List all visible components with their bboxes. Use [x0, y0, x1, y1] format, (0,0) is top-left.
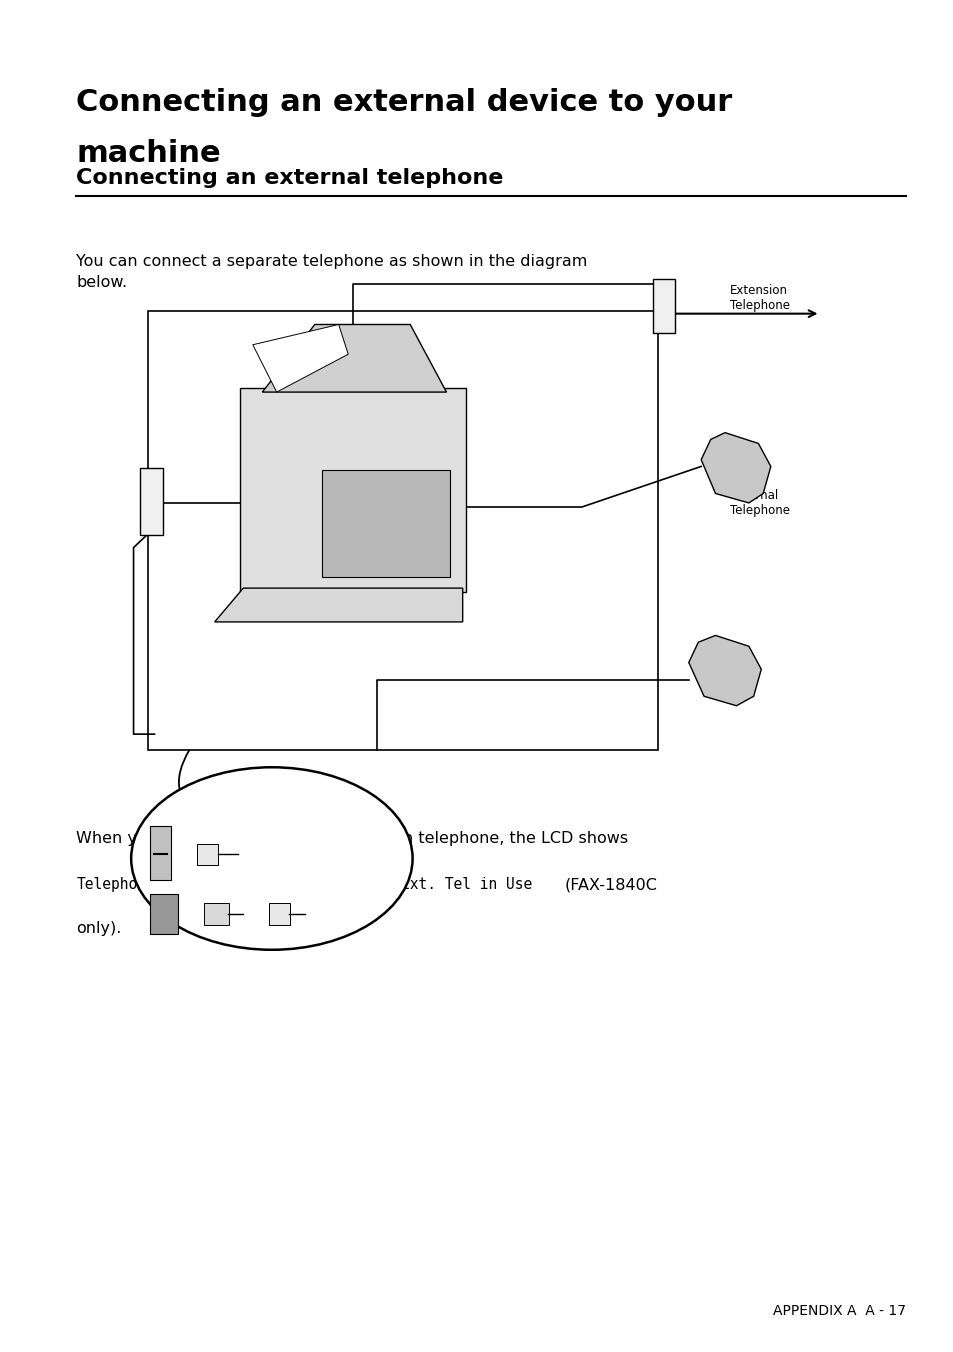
Text: APPENDIX A  A - 17: APPENDIX A A - 17 [773, 1305, 905, 1318]
FancyBboxPatch shape [269, 903, 290, 925]
Polygon shape [700, 433, 770, 503]
Ellipse shape [131, 768, 412, 949]
Text: machine: machine [76, 139, 221, 168]
Text: Extension
Telephone: Extension Telephone [729, 284, 789, 312]
Text: Connecting an external telephone: Connecting an external telephone [76, 168, 503, 188]
Text: Ext. Tel in Use: Ext. Tel in Use [400, 877, 532, 892]
FancyBboxPatch shape [140, 468, 163, 535]
FancyBboxPatch shape [150, 826, 171, 880]
Polygon shape [214, 588, 462, 622]
Text: (MFC-3240C only) or: (MFC-3240C only) or [183, 877, 353, 892]
Text: External
Telephone: External Telephone [729, 489, 789, 518]
Text: When you are using external or extension telephone, the LCD shows: When you are using external or extension… [76, 831, 628, 846]
Polygon shape [688, 635, 760, 706]
FancyBboxPatch shape [652, 279, 675, 333]
Polygon shape [253, 324, 348, 392]
Text: (FAX-1840C: (FAX-1840C [564, 877, 657, 892]
FancyBboxPatch shape [204, 903, 229, 925]
Text: Telephone: Telephone [76, 877, 155, 892]
Polygon shape [262, 324, 446, 392]
FancyBboxPatch shape [322, 470, 450, 577]
FancyBboxPatch shape [150, 894, 178, 934]
FancyBboxPatch shape [240, 388, 465, 592]
Text: You can connect a separate telephone as shown in the diagram
below.: You can connect a separate telephone as … [76, 254, 587, 291]
FancyBboxPatch shape [197, 844, 218, 865]
Text: only).: only). [76, 921, 122, 936]
Text: Connecting an external device to your: Connecting an external device to your [76, 88, 732, 116]
